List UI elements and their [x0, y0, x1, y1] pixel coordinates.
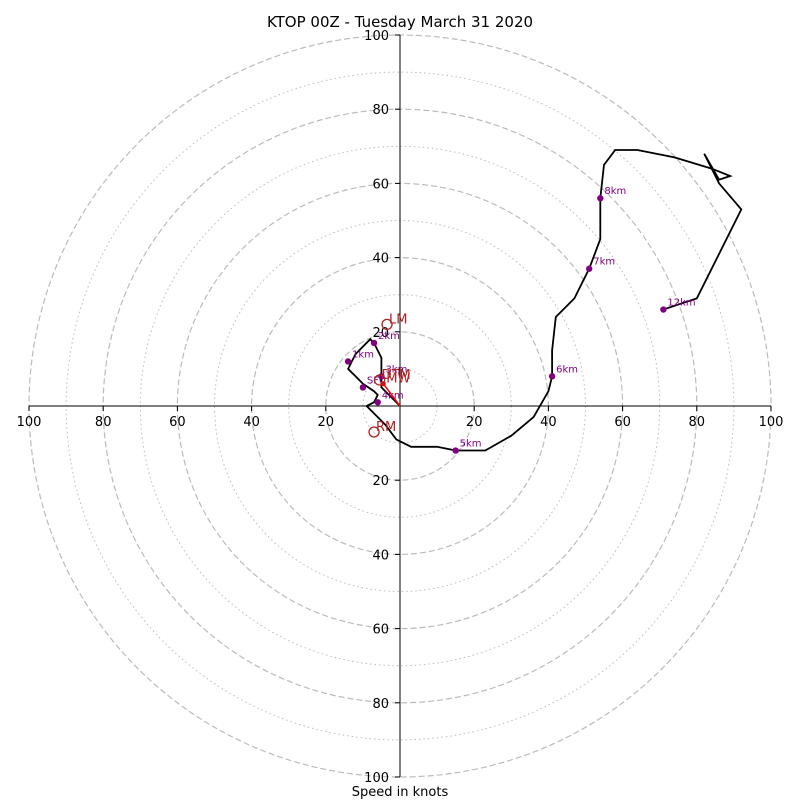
height-marker-label: 3km — [385, 364, 407, 375]
y-tick-label: 40 — [372, 252, 389, 267]
height-marker-label: 12km — [667, 298, 695, 309]
tick-labels: 2020202040404040606060608080808010010010… — [17, 29, 784, 786]
x-tick-label: 20 — [466, 415, 483, 430]
mean-wind-vector — [382, 383, 401, 407]
x-tick-label: 60 — [169, 415, 186, 430]
storm-motion-label: LM — [389, 312, 407, 327]
height-marker-dot — [374, 399, 381, 406]
height-marker-label: 8km — [604, 186, 626, 197]
height-marker-label: 5km — [460, 439, 482, 450]
storm-motion-label: MW — [386, 372, 410, 387]
height-marker-dot — [370, 339, 378, 347]
x-tick-label: 40 — [540, 415, 557, 430]
height-marker-label: 7km — [593, 257, 615, 268]
height-marker-dot — [344, 358, 352, 365]
height-marker-label: SFC — [367, 375, 386, 386]
x-tick-label: 20 — [318, 415, 335, 430]
x-axis-label: Speed in knots — [352, 785, 449, 800]
height-marker-label: 1km — [352, 349, 374, 360]
height-marker-label: 2km — [378, 331, 400, 342]
storm-motion-marker — [381, 318, 393, 331]
height-marker-dot — [660, 306, 667, 313]
height-marker-dot — [586, 265, 593, 272]
x-tick-label: 40 — [243, 415, 260, 430]
y-tick-label: 60 — [372, 177, 389, 192]
y-tick-label: 100 — [364, 771, 389, 786]
height-marker-dot — [452, 447, 459, 454]
x-tick-label: 80 — [689, 415, 706, 430]
storm-motion-label: DTM — [382, 368, 411, 383]
y-tick-label: 80 — [372, 103, 389, 118]
height-marker-dot — [548, 373, 556, 380]
storm-motion-label: RM — [376, 420, 396, 435]
x-tick-label: 80 — [95, 415, 112, 430]
y-tick-label: 20 — [372, 474, 389, 489]
storm-motion-marker — [373, 374, 386, 386]
storm-motion-marker — [368, 426, 380, 438]
height-marker-dot — [359, 384, 367, 391]
height-marker-dot — [597, 195, 604, 202]
x-tick-label: 100 — [17, 415, 42, 430]
y-tick-label: 40 — [372, 548, 389, 563]
x-tick-label: 60 — [614, 415, 631, 430]
y-tick-label: 100 — [364, 29, 389, 44]
chart-title: KTOP 00Z - Tuesday March 31 2020 — [267, 13, 533, 31]
y-tick-label: 80 — [372, 697, 389, 712]
y-tick-label: 60 — [372, 623, 389, 638]
x-tick-label: 100 — [759, 415, 784, 430]
height-marker-label: 6km — [556, 364, 578, 375]
